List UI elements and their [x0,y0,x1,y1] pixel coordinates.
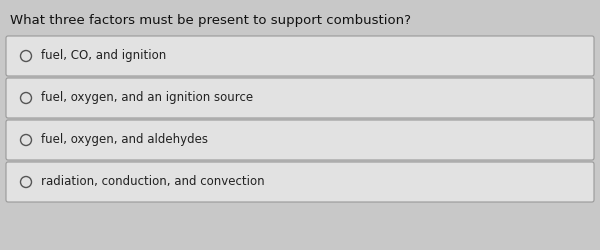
Circle shape [20,50,32,62]
Text: radiation, conduction, and convection: radiation, conduction, and convection [41,176,265,188]
FancyBboxPatch shape [6,78,594,118]
Circle shape [20,92,32,104]
Text: fuel, oxygen, and aldehydes: fuel, oxygen, and aldehydes [41,134,208,146]
Text: fuel, CO, and ignition: fuel, CO, and ignition [41,50,166,62]
FancyBboxPatch shape [6,120,594,160]
Circle shape [20,134,32,145]
Circle shape [20,176,32,188]
Text: fuel, oxygen, and an ignition source: fuel, oxygen, and an ignition source [41,92,253,104]
Text: What three factors must be present to support combustion?: What three factors must be present to su… [10,14,411,27]
FancyBboxPatch shape [6,36,594,76]
FancyBboxPatch shape [6,162,594,202]
